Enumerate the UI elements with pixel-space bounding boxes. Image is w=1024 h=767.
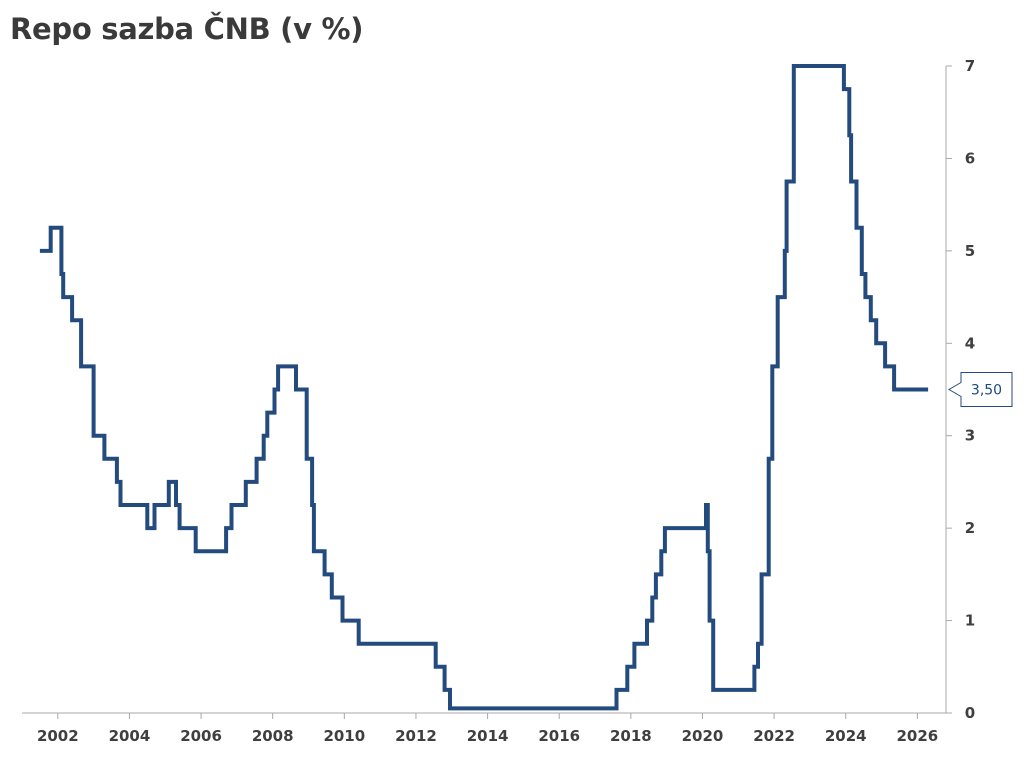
chart-title: Repo sazba ČNB (v %) bbox=[10, 12, 364, 46]
x-tick-label: 2022 bbox=[753, 727, 795, 745]
y-tick-label: 1 bbox=[965, 612, 975, 630]
x-tick-label: 2018 bbox=[610, 727, 652, 745]
axes: 2002 2004 2006 2008 2010 2012 2014 2016 2018 2020… bbox=[22, 57, 975, 745]
x-tick-label: 2008 bbox=[252, 727, 294, 745]
series-line bbox=[39, 64, 929, 711]
y-tick-label: 2 bbox=[965, 519, 975, 537]
plot-area bbox=[39, 64, 929, 711]
x-tick-label: 2020 bbox=[682, 727, 724, 745]
x-tick-label: 2010 bbox=[323, 727, 365, 745]
last-value-callout: 3,50 bbox=[948, 372, 1013, 407]
y-tick-label: 6 bbox=[965, 149, 975, 167]
x-tick-label: 2002 bbox=[37, 727, 79, 745]
y-tick-label: 0 bbox=[965, 704, 975, 722]
x-tick-label: 2014 bbox=[467, 727, 509, 745]
last-value-callout-box bbox=[948, 372, 1013, 407]
x-tick-label: 2004 bbox=[109, 727, 151, 745]
x-tick-label: 2024 bbox=[825, 727, 867, 745]
y-tick-label: 4 bbox=[965, 334, 975, 352]
x-tick-label: 2016 bbox=[538, 727, 580, 745]
last-value-label: 3,50 bbox=[971, 383, 1002, 399]
x-tick-label: 2012 bbox=[395, 727, 437, 745]
x-tick-label: 2006 bbox=[180, 727, 222, 745]
x-tick-label: 2026 bbox=[896, 727, 938, 745]
y-tick-label: 5 bbox=[965, 242, 975, 260]
y-tick-label: 7 bbox=[965, 57, 975, 75]
y-tick-label: 3 bbox=[965, 427, 975, 445]
